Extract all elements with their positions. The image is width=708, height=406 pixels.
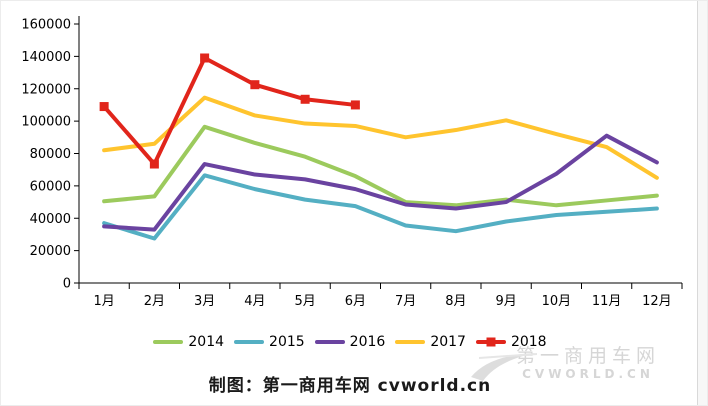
series-marker-2018 <box>250 80 260 90</box>
series-marker-2018 <box>350 100 360 110</box>
legend-swatch-2014 <box>153 340 184 344</box>
y-tick-label: 80000 <box>30 147 71 162</box>
series-marker-2018 <box>200 53 210 63</box>
x-tick-label: 7月 <box>395 294 416 309</box>
y-tick-label: 120000 <box>21 82 71 97</box>
y-tick-label: 160000 <box>21 18 71 33</box>
line-chart: 0 20000 40000 60000 80000 100000 120000 140000 1… <box>21 16 683 309</box>
legend-item-2017: 2017 <box>395 334 466 350</box>
y-tick-label: 20000 <box>30 244 71 259</box>
right-edge-band <box>698 1 707 405</box>
series-line-2015 <box>102 173 659 241</box>
legend-item-2015: 2015 <box>234 334 305 350</box>
legend-label-2017: 2017 <box>430 334 466 350</box>
series-marker-2018 <box>149 159 159 169</box>
y-tick-label: 140000 <box>21 50 71 65</box>
x-tick-label: 2月 <box>144 294 165 309</box>
x-tick-label: 1月 <box>93 294 114 309</box>
legend-swatch-2015 <box>234 340 265 344</box>
caption: 制图：第一商用车网 cvworld.cn <box>1 371 699 396</box>
legend-label-2016: 2016 <box>349 334 386 350</box>
legend-marker-2018 <box>486 337 496 347</box>
legend-swatch-2018 <box>475 337 506 347</box>
x-tick-label: 8月 <box>445 294 466 309</box>
legend-label-2018: 2018 <box>510 334 547 350</box>
x-tick-label: 5月 <box>294 294 315 309</box>
x-tick-label: 3月 <box>194 294 215 309</box>
legend-label-2014: 2014 <box>188 334 225 350</box>
y-tick-label: 60000 <box>30 179 71 194</box>
x-tick-label: 11月 <box>592 294 622 309</box>
caption-text: 制图：第一商用车网 cvworld.cn <box>208 376 492 396</box>
legend-label-2015: 2015 <box>269 334 305 350</box>
series-line-2017 <box>102 95 659 180</box>
series-marker-2018 <box>300 94 310 104</box>
legend-swatch-2016 <box>314 340 345 344</box>
legend-item-2018: 2018 <box>475 334 547 350</box>
y-tick-label: 100000 <box>21 115 71 130</box>
legend-item-2016: 2016 <box>314 334 386 350</box>
x-tick-label: 4月 <box>244 294 265 309</box>
legend-item-2014: 2014 <box>153 334 224 350</box>
x-tick-label: 10月 <box>542 294 572 309</box>
x-tick-label: 6月 <box>345 294 366 309</box>
right-edge-line <box>697 1 698 405</box>
chart-legend: 2014 2015 2016 2017 2018 <box>1 331 699 353</box>
series-line-2016 <box>102 133 659 232</box>
series-marker-2018 <box>99 102 109 112</box>
y-tick-label: 0 <box>63 277 71 292</box>
y-tick-label: 40000 <box>30 212 71 227</box>
series-line-2014 <box>102 124 659 208</box>
x-tick-label: 9月 <box>495 294 516 309</box>
x-tick-label: 12月 <box>642 294 672 309</box>
legend-swatch-2017 <box>395 340 426 344</box>
series-line-2018 <box>102 55 358 167</box>
